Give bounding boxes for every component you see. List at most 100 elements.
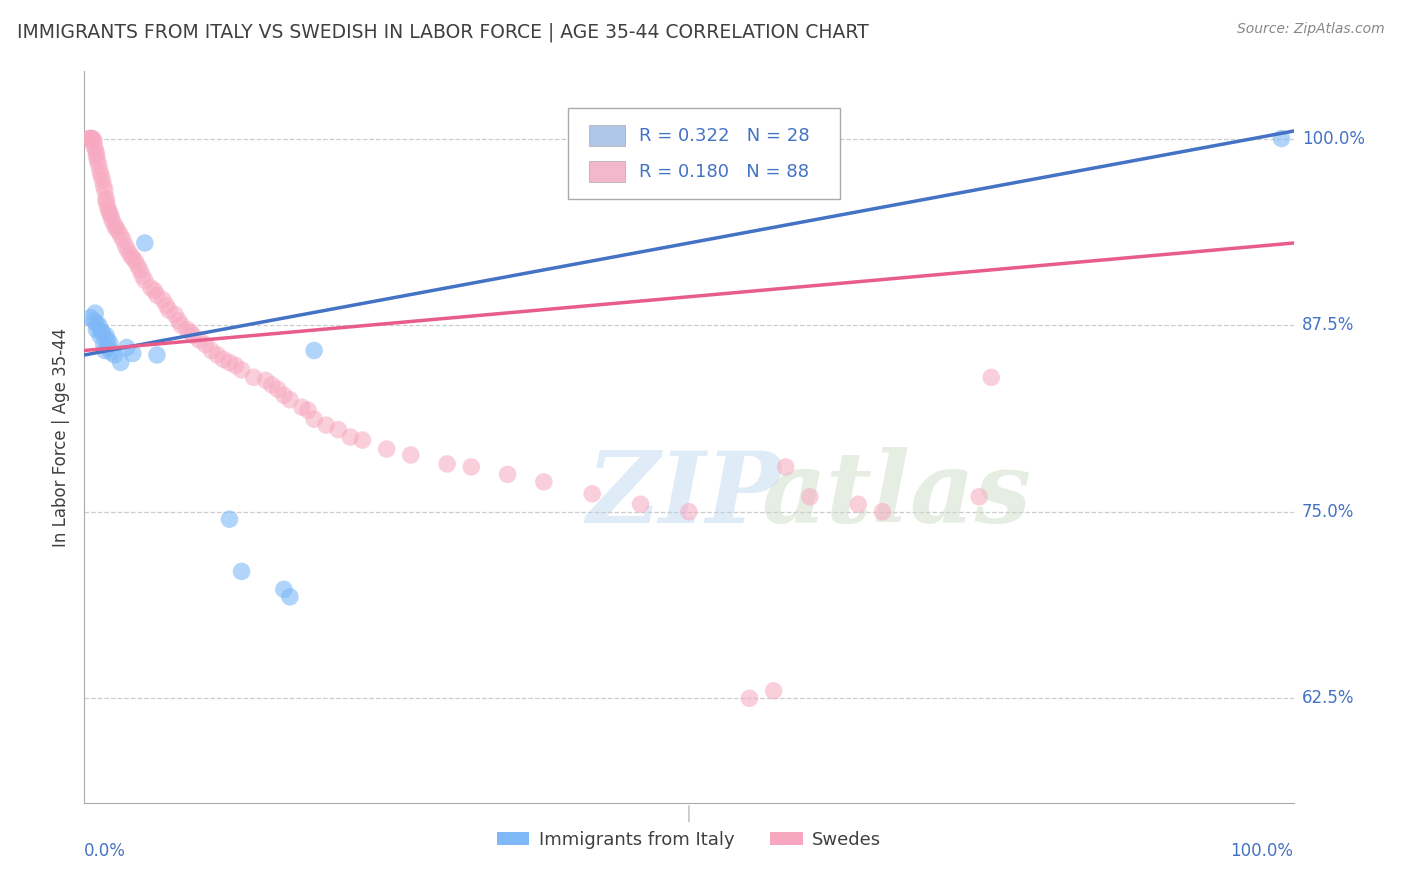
Swedes [218,355,240,369]
Swedes [100,209,122,223]
Legend: Immigrants from Italy, Swedes: Immigrants from Italy, Swedes [489,823,889,856]
Swedes [273,388,295,402]
Swedes [143,284,166,298]
Swedes [90,169,112,183]
Text: R = 0.322   N = 28: R = 0.322 N = 28 [640,127,810,145]
Swedes [94,194,117,209]
Swedes [176,323,198,337]
Text: R = 0.180   N = 88: R = 0.180 N = 88 [640,162,810,180]
Swedes [738,691,761,706]
Swedes [533,475,555,489]
Swedes [399,448,422,462]
Immigrants from Italy [231,565,253,579]
Swedes [139,281,162,295]
Swedes [678,505,700,519]
Swedes [93,179,115,194]
Swedes [225,359,247,373]
Immigrants from Italy [110,355,132,369]
Immigrants from Italy [84,306,107,320]
Immigrants from Italy [83,313,105,327]
Swedes [110,228,132,243]
Immigrants from Italy [86,317,108,331]
Immigrants from Italy [93,337,115,351]
Swedes [104,218,127,232]
Swedes [80,131,103,145]
Immigrants from Italy [97,341,120,355]
Immigrants from Italy [278,590,301,604]
Swedes [207,348,229,362]
Swedes [124,254,146,268]
Immigrants from Italy [104,348,127,362]
Swedes [84,142,107,156]
Swedes [114,239,136,253]
Text: atlas: atlas [762,448,1032,544]
Swedes [460,459,482,474]
Immigrants from Italy [218,512,240,526]
Swedes [315,418,337,433]
Swedes [436,457,458,471]
Swedes [107,224,129,238]
Swedes [86,146,108,161]
Immigrants from Italy [98,336,121,351]
Swedes [170,318,193,332]
Swedes [967,490,990,504]
Immigrants from Italy [146,348,169,362]
Swedes [146,288,169,302]
Swedes [762,683,785,698]
Text: 100.0%: 100.0% [1302,129,1365,147]
Text: Source: ZipAtlas.com: Source: ZipAtlas.com [1237,22,1385,37]
Swedes [97,203,120,218]
Swedes [188,333,211,347]
Swedes [297,403,319,417]
Immigrants from Italy [134,235,156,250]
Swedes [94,191,117,205]
Immigrants from Italy [89,328,111,343]
Swedes [131,268,153,283]
Immigrants from Italy [87,318,110,332]
Swedes [101,213,124,227]
Swedes [775,459,797,474]
Swedes [980,370,1002,384]
Swedes [77,131,100,145]
Swedes [260,377,283,392]
Swedes [83,139,105,153]
Bar [589,161,624,182]
Swedes [155,299,177,313]
Swedes [121,251,143,265]
Immigrants from Italy [121,346,143,360]
Swedes [117,244,139,258]
Swedes [127,259,149,273]
Swedes [98,206,121,220]
Swedes [291,401,314,415]
Immigrants from Italy [96,333,118,347]
Swedes [157,303,180,318]
Swedes [496,467,519,482]
Text: 62.5%: 62.5% [1302,690,1354,707]
Swedes [242,370,264,384]
Swedes [104,221,127,235]
Swedes [180,326,202,340]
Swedes [846,497,869,511]
Text: ZIP: ZIP [586,448,782,544]
Swedes [79,131,101,145]
Swedes [152,293,174,307]
Swedes [302,412,325,426]
Immigrants from Italy [1270,131,1292,145]
Text: IMMIGRANTS FROM ITALY VS SWEDISH IN LABOR FORCE | AGE 35-44 CORRELATION CHART: IMMIGRANTS FROM ITALY VS SWEDISH IN LABO… [17,22,869,42]
Y-axis label: In Labor Force | Age 35-44: In Labor Force | Age 35-44 [52,327,70,547]
Text: 87.5%: 87.5% [1302,316,1354,334]
Swedes [254,373,277,387]
Swedes [86,153,108,168]
Swedes [267,382,290,396]
Swedes [165,308,187,322]
Swedes [167,313,190,327]
Swedes [96,199,118,213]
Swedes [181,328,204,343]
Immigrants from Italy [302,343,325,358]
Swedes [79,131,101,145]
Immigrants from Italy [90,324,112,338]
Swedes [352,433,374,447]
Swedes [82,131,104,145]
Swedes [91,173,114,187]
Swedes [120,248,142,262]
